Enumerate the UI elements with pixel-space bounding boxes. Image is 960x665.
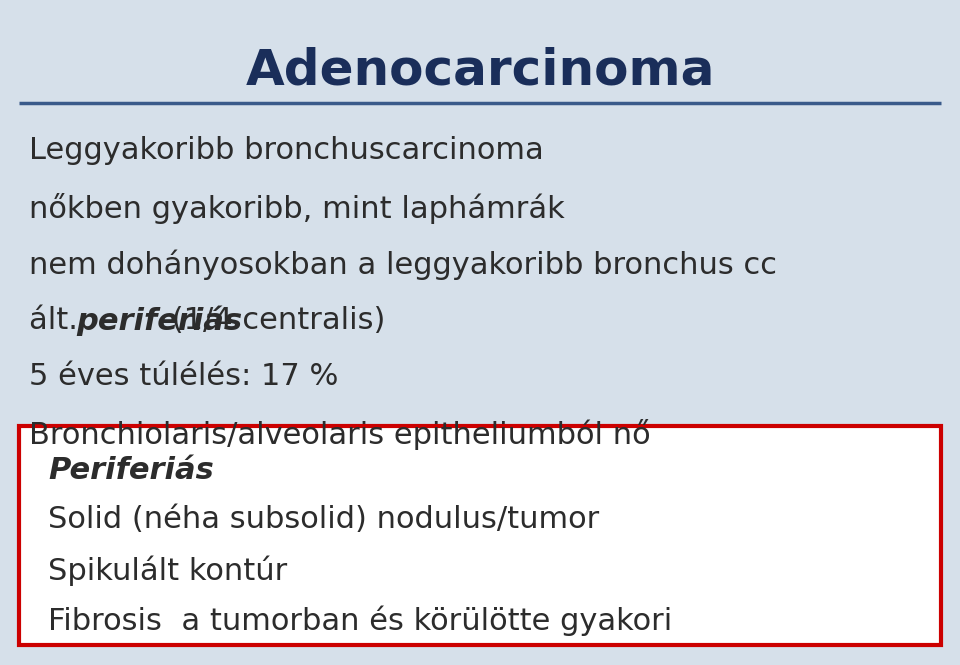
FancyBboxPatch shape [19, 426, 941, 645]
Text: Fibrosis  a tumorban és körülötte gyakori: Fibrosis a tumorban és körülötte gyakori [48, 605, 672, 636]
Text: Leggyakoribb bronchuscarcinoma: Leggyakoribb bronchuscarcinoma [29, 136, 543, 166]
Text: 5 éves túlélés: 17 %: 5 éves túlélés: 17 % [29, 362, 338, 392]
Text: nem dohányosokban a leggyakoribb bronchus cc: nem dohányosokban a leggyakoribb bronchu… [29, 249, 777, 280]
Text: (1/4 centralis): (1/4 centralis) [162, 306, 386, 335]
Text: Bronchiolaris/alveolaris epitheliumból nő: Bronchiolaris/alveolaris epitheliumból n… [29, 419, 651, 450]
Text: Spikulált kontúr: Spikulált kontúr [48, 555, 287, 586]
Text: ált.: ált. [29, 306, 87, 335]
Text: Solid (néha subsolid) nodulus/tumor: Solid (néha subsolid) nodulus/tumor [48, 505, 599, 535]
Text: Periferiás: Periferiás [48, 456, 214, 485]
Text: periferiás: periferiás [76, 306, 242, 336]
Text: nőkben gyakoribb, mint laphámrák: nőkben gyakoribb, mint laphámrák [29, 193, 564, 224]
Text: Adenocarcinoma: Adenocarcinoma [246, 47, 714, 94]
